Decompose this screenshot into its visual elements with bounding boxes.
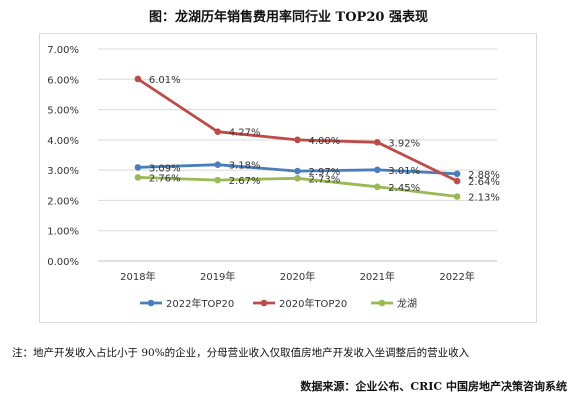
x-tick-label: 2020年 [280,270,315,283]
gridlines [98,48,497,262]
data-label: 2.13% [468,192,500,203]
data-label: 2.45% [388,183,420,194]
data-point [374,183,381,191]
legend-label: 2020年TOP20 [279,297,347,310]
x-axis-ticks: 2018年 2019年 2020年 2021年 2022年 [120,270,475,283]
data-source: 数据来源：企业公布、CRIC 中国房地产决策咨询系统 [300,380,567,393]
y-tick-label: 6.00% [47,75,79,86]
data-point [294,167,301,175]
data-point [294,175,301,182]
legend-marker [147,299,155,307]
data-label: 3.09% [149,163,181,174]
data-label: 4.27% [229,128,261,139]
chart-title: 图：龙湖历年销售费用率同行业 TOP20 强表现 [149,10,428,25]
y-tick-label: 2.00% [47,196,79,207]
data-point [294,136,301,144]
data-point [453,193,461,200]
legend-label: 2022年TOP20 [166,297,234,310]
footnote: 注：地产开发收入占比小于 90%的企业，分母营业收入仅取值房地产开发收入坐调整后… [12,347,470,359]
data-labels: 3.09% 3.18% 2.97% 3.01% 2.88% 6.01% 4.27% 4.00%… [149,75,500,204]
x-tick-label: 2021年 [360,270,395,283]
data-label: 2.64% [468,177,500,188]
series-points [134,75,461,200]
data-point [134,75,142,83]
data-label: 6.01% [149,75,181,86]
y-tick-label: 4.00% [47,136,79,147]
data-label: 3.18% [229,161,261,172]
data-point [374,166,381,174]
y-tick-label: 3.00% [47,166,79,177]
legend: 2022年TOP20 2020年TOP20 龙湖 [140,297,417,310]
data-label: 3.92% [388,138,420,149]
legend-label: 龙湖 [397,297,417,310]
x-tick-label: 2022年 [439,270,474,283]
data-point [374,138,381,146]
data-point [214,176,221,184]
data-point [214,128,221,135]
data-point [453,170,461,178]
data-point [134,174,142,181]
data-label: 2.97% [309,167,341,178]
y-axis-ticks: 0.00% 1.00% 2.00% 3.00% 4.00% 5.00% 6.00% 7.00% [47,45,79,268]
data-point [214,161,221,168]
data-label: 3.01% [388,166,420,177]
x-tick-label: 2018年 [120,270,155,283]
y-tick-label: 7.00% [47,45,79,56]
data-point [134,164,142,171]
legend-marker [260,299,268,307]
y-tick-label: 1.00% [47,227,79,238]
data-label: 2.88% [468,170,500,181]
data-point [453,177,461,185]
y-tick-label: 5.00% [47,106,79,117]
data-label: 2.76% [149,173,181,184]
data-label: 4.00% [309,136,341,147]
data-label: 2.73% [309,174,341,185]
x-tick-label: 2019年 [200,270,235,283]
y-tick-label: 0.00% [47,257,79,268]
data-label: 2.67% [229,176,261,187]
legend-marker [378,299,386,307]
